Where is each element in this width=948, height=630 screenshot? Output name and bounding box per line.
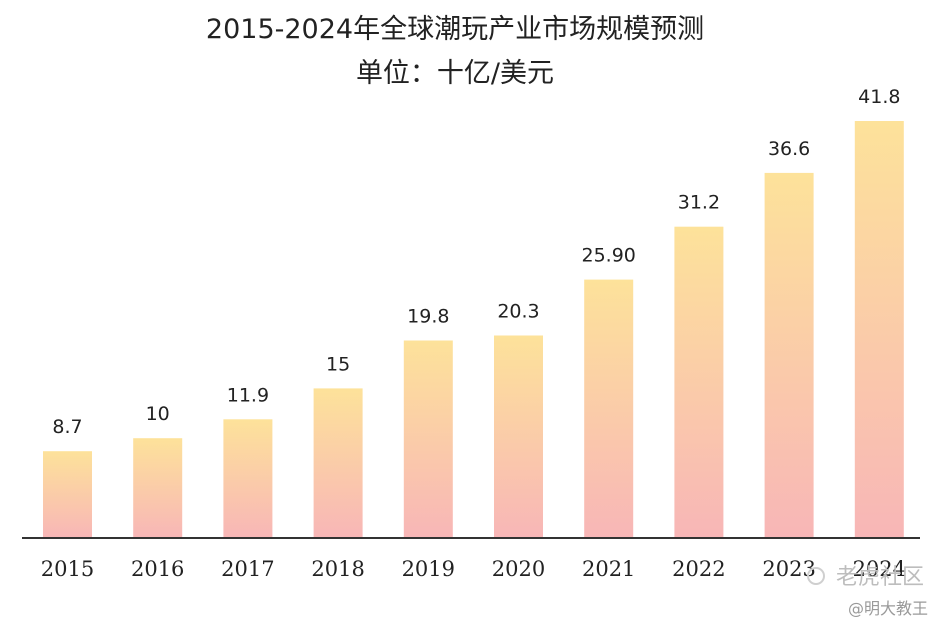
value-label-2018: 15 (326, 353, 350, 375)
x-tick-2024: 2024 (853, 557, 906, 581)
x-tick-2022: 2022 (672, 557, 725, 581)
bar-2019 (403, 340, 453, 538)
x-tick-labels-group: 2015 2016 2017 2018 2019 2020 2021 2022 2023 2024 (41, 557, 906, 581)
value-label-2019: 19.8 (407, 306, 449, 328)
value-labels-group: 8.7 10 11.9 15 19.8 20.3 25.90 31.2 36.6 41.8 (52, 86, 900, 438)
value-label-2021: 25.90 (581, 245, 635, 267)
x-tick-2017: 2017 (221, 557, 274, 581)
value-label-2017: 11.9 (227, 384, 269, 406)
watermark-line2: @明大教王 (848, 599, 928, 618)
value-label-2020: 20.3 (497, 301, 539, 323)
bar-2015 (43, 451, 92, 538)
bar-2022 (674, 226, 724, 538)
x-tick-2023: 2023 (762, 557, 815, 581)
value-label-2023: 36.6 (768, 138, 810, 160)
bar-2017 (223, 419, 273, 538)
watermark: 老虎社区 @明大教王 (807, 565, 928, 618)
watermark-line1: 老虎社区 (836, 565, 924, 590)
bar-2021 (584, 279, 634, 538)
bar-2023 (764, 172, 814, 538)
bars-group (43, 121, 904, 538)
value-label-2022: 31.2 (678, 192, 720, 214)
x-tick-2021: 2021 (582, 557, 635, 581)
value-label-2015: 8.7 (52, 416, 82, 438)
x-tick-2016: 2016 (131, 557, 184, 581)
bar-2024 (854, 121, 904, 538)
bar-2020 (494, 335, 543, 538)
value-label-2024: 41.8 (858, 86, 900, 108)
watermark-logo-icon (807, 567, 825, 585)
x-tick-2019: 2019 (402, 557, 455, 581)
x-tick-2018: 2018 (311, 557, 364, 581)
x-tick-2020: 2020 (492, 557, 545, 581)
value-label-2016: 10 (146, 403, 170, 425)
bar-2016 (133, 438, 183, 538)
bar-2018 (313, 388, 363, 538)
chart-subtitle: 单位：十亿/美元 (356, 58, 554, 89)
chart-title: 2015-2024年全球潮玩产业市场规模预测 (206, 14, 704, 45)
x-tick-2015: 2015 (41, 557, 94, 581)
